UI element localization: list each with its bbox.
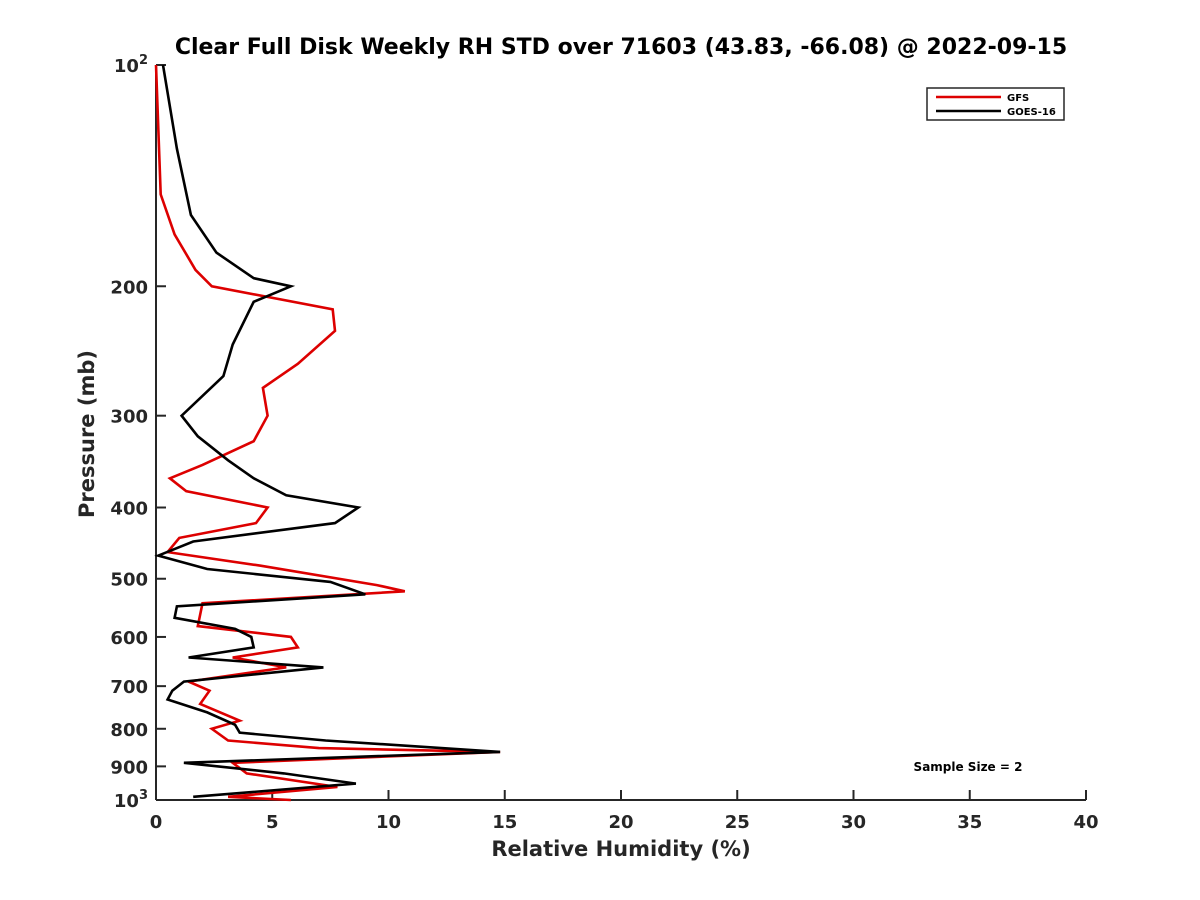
- legend-box: [926, 87, 1065, 121]
- plot-area: 0 5 10 15 20 25 30 35 40 102 200 300 400 500 600 700 800…: [110, 53, 1098, 833]
- x-tick-label: 10: [376, 812, 401, 833]
- y-tick-label: 300: [110, 407, 148, 428]
- x-tick-label: 35: [957, 812, 982, 833]
- y-tick-label: 400: [110, 499, 148, 520]
- x-tick-label: 15: [492, 812, 517, 833]
- series-line-goes-16: [154, 64, 501, 799]
- y-tick-label: 103: [114, 788, 148, 812]
- y-tick-label: 102: [114, 53, 148, 77]
- x-tick-label: 40: [1073, 812, 1098, 833]
- x-tick-label: 30: [841, 812, 866, 833]
- y-tick-label: 700: [110, 677, 148, 698]
- y-tick-label: 800: [110, 720, 148, 741]
- series-line-gfs: [154, 64, 501, 802]
- x-tick-label: 20: [608, 812, 633, 833]
- x-tick-label: 0: [150, 812, 163, 833]
- sample-size-note: Sample Size = 2: [914, 760, 1023, 774]
- x-tick-label: 5: [266, 812, 279, 833]
- chart-title: Clear Full Disk Weekly RH STD over 71603…: [175, 35, 1067, 60]
- x-axis-label: Relative Humidity (%): [491, 837, 750, 861]
- y-axis-label: Pressure (mb): [75, 350, 99, 518]
- x-tick-label: 25: [725, 812, 750, 833]
- legend: GFS GOES-16: [926, 87, 1065, 121]
- legend-label: GOES-16: [1007, 107, 1056, 118]
- legend-label: GFS: [1007, 93, 1029, 104]
- y-tick-label: 900: [110, 757, 148, 778]
- y-tick-label: 600: [110, 628, 148, 649]
- y-tick-label: 500: [110, 570, 148, 591]
- y-tick-label: 200: [110, 277, 148, 298]
